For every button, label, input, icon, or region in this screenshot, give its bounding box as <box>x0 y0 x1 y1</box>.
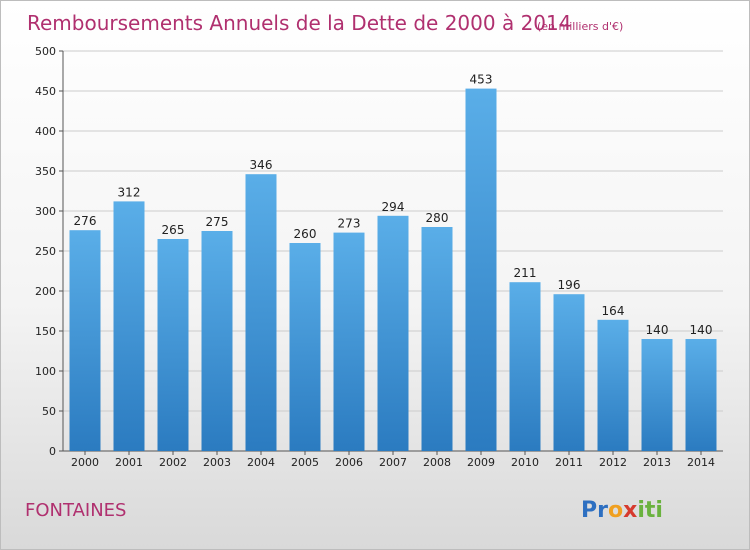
bar-2013 <box>641 339 673 451</box>
value-label-2010: 211 <box>514 266 537 280</box>
value-label-2008: 280 <box>426 211 449 225</box>
y-tick-label: 350 <box>35 165 56 178</box>
bar-2012 <box>597 319 629 451</box>
bar-2009 <box>465 88 497 451</box>
bar-2014 <box>685 339 717 451</box>
x-tick-label-2012: 2012 <box>599 456 627 469</box>
logo-letter: x <box>623 498 637 523</box>
x-tick-label-2002: 2002 <box>159 456 187 469</box>
logo-letter: o <box>608 498 623 523</box>
x-tick-labels: 2000 2001 2002 2003 2004 2005 2006 2007 2008 2009… <box>71 451 715 469</box>
y-tick-label: 400 <box>35 125 56 138</box>
bar-2002 <box>157 239 189 451</box>
y-tick-label: 500 <box>35 45 56 58</box>
x-tick-label-2014: 2014 <box>687 456 715 469</box>
bar-2005 <box>289 243 321 451</box>
value-label-2000: 276 <box>74 214 97 228</box>
y-tick-label: 0 <box>49 445 56 458</box>
y-tick-label: 50 <box>42 405 56 418</box>
x-tick-label-2006: 2006 <box>335 456 363 469</box>
chart-subtitle: (en milliers d'€) <box>537 20 623 33</box>
x-tick-label-2008: 2008 <box>423 456 451 469</box>
y-tick-labels: 0 50 100 150 200 250 300 350 400 450 500 <box>35 45 56 458</box>
bar-2000 <box>69 230 101 451</box>
value-label-2009: 453 <box>470 73 493 87</box>
logo-letter: i <box>637 498 645 523</box>
x-tick-label-2013: 2013 <box>643 456 671 469</box>
x-tick-label-2007: 2007 <box>379 456 407 469</box>
logo-letter: t <box>645 498 656 523</box>
value-label-2013: 140 <box>646 323 669 337</box>
x-tick-label-2000: 2000 <box>71 456 99 469</box>
x-tick-label-2003: 2003 <box>203 456 231 469</box>
y-tick-label: 250 <box>35 245 56 258</box>
logo-letter: r <box>597 498 608 523</box>
chart-title: Remboursements Annuels de la Dette de 20… <box>27 11 571 35</box>
x-tick-label-2001: 2001 <box>115 456 143 469</box>
proxiti-logo: Proxiti <box>581 498 663 523</box>
y-tick-label: 100 <box>35 365 56 378</box>
x-tick-label-2010: 2010 <box>511 456 539 469</box>
value-label-2006: 273 <box>338 217 361 231</box>
value-label-2001: 312 <box>118 185 141 199</box>
bar-2008 <box>421 227 453 451</box>
x-tick-label-2009: 2009 <box>467 456 495 469</box>
bar-2010 <box>509 282 541 451</box>
y-tick-label: 200 <box>35 285 56 298</box>
bar-2001 <box>113 201 145 451</box>
y-tick-label: 150 <box>35 325 56 338</box>
y-tick-label: 450 <box>35 85 56 98</box>
x-tick-label-2011: 2011 <box>555 456 583 469</box>
bar-2007 <box>377 215 409 451</box>
bars <box>69 88 717 451</box>
y-tick-label: 300 <box>35 205 56 218</box>
x-tick-label-2004: 2004 <box>247 456 275 469</box>
bar-2004 <box>245 174 277 451</box>
value-label-2011: 196 <box>558 278 581 292</box>
bar-2011 <box>553 294 585 451</box>
x-tick-label-2005: 2005 <box>291 456 319 469</box>
value-label-2012: 164 <box>602 304 625 318</box>
value-labels: 276 312 265 275 346 260 273 294 280 453 211 196 164 1… <box>74 73 713 337</box>
value-label-2014: 140 <box>690 323 713 337</box>
logo-letter: i <box>655 498 663 523</box>
city-name: FONTAINES <box>25 500 126 521</box>
bar-2006 <box>333 232 365 451</box>
value-label-2003: 275 <box>206 215 229 229</box>
bar-2003 <box>201 231 233 451</box>
logo-letter: P <box>581 498 597 523</box>
value-label-2005: 260 <box>294 227 317 241</box>
value-label-2004: 346 <box>250 158 273 172</box>
value-label-2002: 265 <box>162 223 185 237</box>
value-label-2007: 294 <box>382 200 405 214</box>
